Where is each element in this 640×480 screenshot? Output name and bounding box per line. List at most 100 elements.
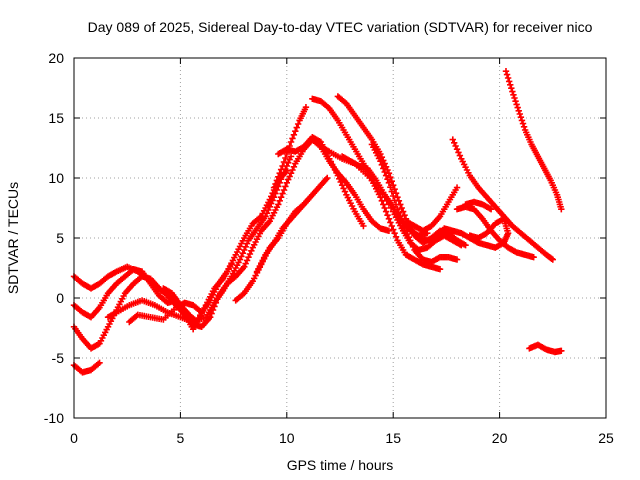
data-point	[276, 197, 283, 204]
data-point	[502, 68, 510, 75]
data-point	[384, 212, 391, 219]
x-tick-label: 20	[492, 430, 508, 446]
data-point	[385, 227, 393, 234]
data-point	[514, 104, 521, 111]
data-point	[270, 184, 278, 191]
data-point	[510, 91, 517, 98]
data-point	[451, 139, 458, 146]
data-point	[283, 167, 290, 174]
chart-title: Day 089 of 2025, Sidereal Day-to-day VTE…	[88, 19, 593, 35]
series-track-18	[407, 225, 499, 251]
data-point	[248, 247, 255, 254]
data-point	[245, 254, 252, 261]
x-tick-label: 15	[385, 430, 401, 446]
data-point	[558, 347, 565, 354]
data-point	[452, 142, 459, 150]
data-point	[382, 172, 390, 179]
data-point	[492, 244, 499, 251]
data-point	[324, 174, 331, 182]
data-point	[283, 179, 290, 186]
series-track-14	[317, 143, 465, 254]
data-point	[508, 85, 515, 92]
data-point	[520, 123, 528, 130]
data-point	[388, 188, 395, 195]
data-point	[286, 173, 293, 180]
data-point	[401, 224, 408, 231]
data-point	[385, 215, 393, 222]
data-point	[453, 146, 461, 153]
y-tick-label: 5	[56, 230, 64, 246]
data-point	[384, 176, 391, 183]
data-point	[322, 176, 330, 183]
data-point	[397, 213, 404, 220]
data-point	[509, 88, 516, 95]
series-track-24	[526, 341, 565, 356]
data-point	[239, 250, 247, 257]
data-point	[458, 242, 465, 249]
data-point	[287, 138, 295, 146]
data-point	[392, 233, 400, 240]
data-point	[302, 104, 310, 111]
data-point	[243, 257, 251, 264]
data-point	[507, 81, 514, 88]
data-point	[381, 204, 388, 212]
data-point	[504, 74, 512, 82]
data-point	[399, 208, 407, 215]
data-point	[275, 201, 282, 208]
data-point	[277, 166, 285, 173]
series-track-17	[402, 184, 461, 234]
series-track-19	[449, 136, 556, 263]
data-point	[246, 250, 254, 258]
data-point	[242, 243, 249, 250]
axis-ticks: 0 5 10 15 20 25 -10 -5 0 5 10 15 20	[44, 50, 614, 446]
data-point	[401, 212, 408, 219]
series-track-22	[462, 198, 495, 213]
data-point	[341, 188, 349, 195]
y-tick-label: 0	[56, 290, 64, 306]
data-point	[289, 166, 296, 174]
series-track-9	[253, 196, 312, 275]
data-point	[289, 135, 296, 142]
data-point	[455, 149, 462, 156]
data-point	[378, 161, 386, 168]
series-track-10	[270, 104, 310, 191]
data-point	[515, 107, 522, 114]
data-point	[292, 128, 299, 135]
data-point	[505, 78, 513, 85]
data-point	[512, 98, 519, 105]
data-point	[287, 153, 295, 160]
data-point	[388, 222, 395, 230]
data-point	[381, 168, 388, 176]
data-point	[280, 186, 288, 194]
data-point	[304, 196, 312, 203]
data-point	[548, 255, 555, 262]
data-point	[456, 152, 464, 159]
y-tick-label: 10	[48, 170, 64, 186]
data-point	[518, 117, 526, 124]
data-point	[516, 110, 524, 118]
data-point	[279, 190, 286, 197]
data-series	[70, 68, 565, 376]
data-point	[285, 176, 292, 183]
data-point	[387, 184, 394, 191]
data-point	[519, 120, 527, 127]
x-tick-label: 0	[70, 430, 78, 446]
data-point	[462, 201, 469, 208]
y-axis-label: SDTVAR / TECUs	[5, 182, 21, 294]
series-track-21	[466, 215, 512, 251]
data-point	[398, 216, 405, 224]
data-point	[453, 256, 461, 263]
data-point	[558, 206, 565, 213]
series-track-12	[309, 95, 444, 273]
data-point	[382, 208, 390, 215]
data-point	[275, 173, 282, 180]
data-point	[398, 204, 405, 212]
data-point	[513, 101, 520, 108]
data-point	[387, 219, 394, 226]
data-point	[294, 120, 302, 128]
series-track-23	[502, 68, 565, 213]
data-point	[290, 131, 298, 138]
data-point	[503, 71, 511, 78]
data-point	[241, 246, 248, 254]
